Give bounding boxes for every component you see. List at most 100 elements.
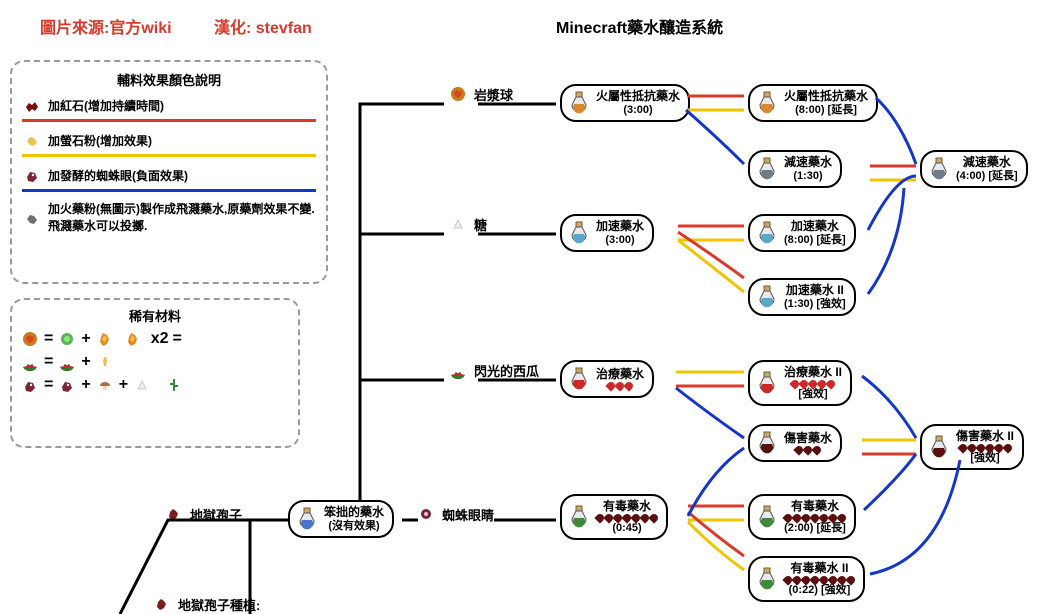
node-label: 有毒藥水	[603, 500, 651, 514]
sugar-icon	[132, 375, 152, 395]
spidereye-icon	[22, 165, 42, 185]
legend-row: 加紅石(增加持續時間)	[22, 95, 316, 115]
legend-box: 輔料效果顏色說明加紅石(增加持續時間) 加螢石粉(增加效果) 加發酵的蜘蛛眼(負面效…	[10, 60, 328, 284]
node-sub: (8:00) [延長]	[784, 234, 846, 247]
ingredient-sugar: 糖	[448, 214, 487, 234]
potion-icon	[756, 284, 778, 310]
wire	[876, 98, 916, 164]
slime-icon	[57, 329, 77, 349]
node-sub: (3:00)	[605, 234, 634, 247]
potion-icon	[928, 434, 950, 460]
node-ext: [強效]	[970, 452, 999, 465]
wire	[678, 232, 744, 278]
node-sub	[784, 576, 855, 584]
ingredient-magma: 岩漿球	[448, 84, 513, 104]
wart-icon	[152, 594, 172, 614]
potion-icon	[756, 370, 778, 396]
node-harm2: 傷害藥水 II [強效]	[920, 424, 1024, 470]
rare-title: 稀有材料	[20, 306, 290, 325]
legend-text: 加火藥粉(無圖示)製作成飛濺藥水,原藥劑效果不變.飛濺藥水可以投擲.	[48, 200, 316, 234]
legend-row: 加發酵的蜘蛛眼(負面效果)	[22, 165, 316, 185]
rare-row: =++	[20, 375, 290, 395]
node-speed3: 加速藥水 II(1:30) [強效]	[748, 278, 856, 316]
wire	[868, 188, 904, 294]
ingredient-label: 蜘蛛眼睛	[442, 505, 494, 524]
wire	[870, 460, 960, 574]
ingredient-label: 地獄孢子種植:	[178, 595, 260, 614]
wire	[688, 522, 744, 570]
node-sub	[596, 514, 658, 522]
node-slow1: 減速藥水(1:30)	[748, 150, 842, 188]
ingredient-label: 岩漿球	[474, 85, 513, 104]
node-harm1: 傷害藥水	[748, 424, 842, 462]
ingredient-melon: 閃光的西瓜	[448, 360, 539, 380]
wire	[868, 176, 916, 230]
node-sub: (1:30)	[793, 170, 822, 183]
potion-icon	[756, 90, 778, 116]
legend-line	[22, 189, 316, 192]
legend-row: 加火藥粉(無圖示)製作成飛濺藥水,原藥劑效果不變.飛濺藥水可以投擲.	[22, 200, 316, 234]
header-title: Minecraft藥水釀造系統	[556, 14, 723, 38]
ingredient-wart: 地獄孢子	[164, 504, 242, 524]
wire	[678, 240, 744, 292]
ingredient-label: 糖	[474, 215, 487, 234]
node-sub2: (2:00) [延長]	[784, 522, 846, 535]
potion-icon	[756, 566, 778, 592]
node-sub	[784, 514, 846, 522]
node-slow2: 減速藥水(4:00) [延長]	[920, 150, 1028, 188]
legend-title: 輔料效果顏色說明	[22, 70, 316, 89]
melon-icon	[57, 352, 77, 372]
legend-row: 加螢石粉(增加效果)	[22, 130, 316, 150]
gold-icon	[95, 352, 115, 372]
potion-icon	[296, 506, 318, 532]
node-label: 傷害藥水 II	[956, 430, 1014, 444]
node-label: 傷害藥水	[784, 432, 832, 446]
wire	[862, 376, 916, 438]
melon-icon	[20, 352, 40, 372]
potion-icon	[568, 366, 590, 392]
wire	[688, 512, 744, 556]
gunpowder-icon	[22, 207, 42, 227]
node-sub: (沒有效果)	[328, 520, 379, 533]
ingredient-label: 閃光的西瓜	[474, 361, 539, 380]
redstone-icon	[22, 95, 42, 115]
node-label: 減速藥水	[963, 156, 1011, 170]
ingredient-eye: 蜘蛛眼睛	[416, 504, 494, 524]
node-sub	[959, 444, 1012, 452]
node-ext: [強效]	[798, 388, 827, 401]
node-label: 有毒藥水 II	[790, 562, 848, 576]
sugar-icon	[448, 214, 468, 234]
eye-icon	[416, 504, 436, 524]
glowstone-icon	[22, 130, 42, 150]
node-sub	[607, 382, 633, 390]
magma-icon	[20, 329, 40, 349]
legend-line	[22, 119, 316, 122]
node-label: 治療藥水	[596, 368, 644, 382]
wire	[686, 110, 744, 164]
cactus-icon	[164, 375, 184, 395]
spidereye-icon	[57, 375, 77, 395]
node-label: 火屬性抵抗藥水	[596, 90, 680, 104]
header-source: 圖片來源:官方wiki	[40, 14, 172, 38]
mushroom-icon	[95, 375, 115, 395]
node-label: 火屬性抵抗藥水	[784, 90, 868, 104]
potion-icon	[568, 90, 590, 116]
node-sub: (3:00)	[623, 104, 652, 117]
node-speed1: 加速藥水(3:00)	[560, 214, 654, 252]
node-speed2: 加速藥水(8:00) [延長]	[748, 214, 856, 252]
legend-text: 加螢石粉(增加效果)	[48, 132, 152, 149]
node-fire1: 火屬性抵抗藥水(3:00)	[560, 84, 690, 122]
blaze-icon	[123, 329, 143, 349]
node-label: 有毒藥水	[791, 500, 839, 514]
wire	[676, 388, 744, 438]
node-label: 加速藥水	[791, 220, 839, 234]
node-awkward: 笨拙的藥水(沒有效果)	[288, 500, 394, 538]
node-sub	[791, 380, 835, 388]
node-poison2: 有毒藥水 (2:00) [延長]	[748, 494, 856, 540]
node-label: 減速藥水	[784, 156, 832, 170]
node-heal2: 治療藥水 II[強效]	[748, 360, 852, 406]
spidereye-icon	[20, 375, 40, 395]
node-sub	[795, 446, 821, 454]
node-sub: (4:00) [延長]	[956, 170, 1018, 183]
rare-row: =+	[20, 352, 290, 372]
